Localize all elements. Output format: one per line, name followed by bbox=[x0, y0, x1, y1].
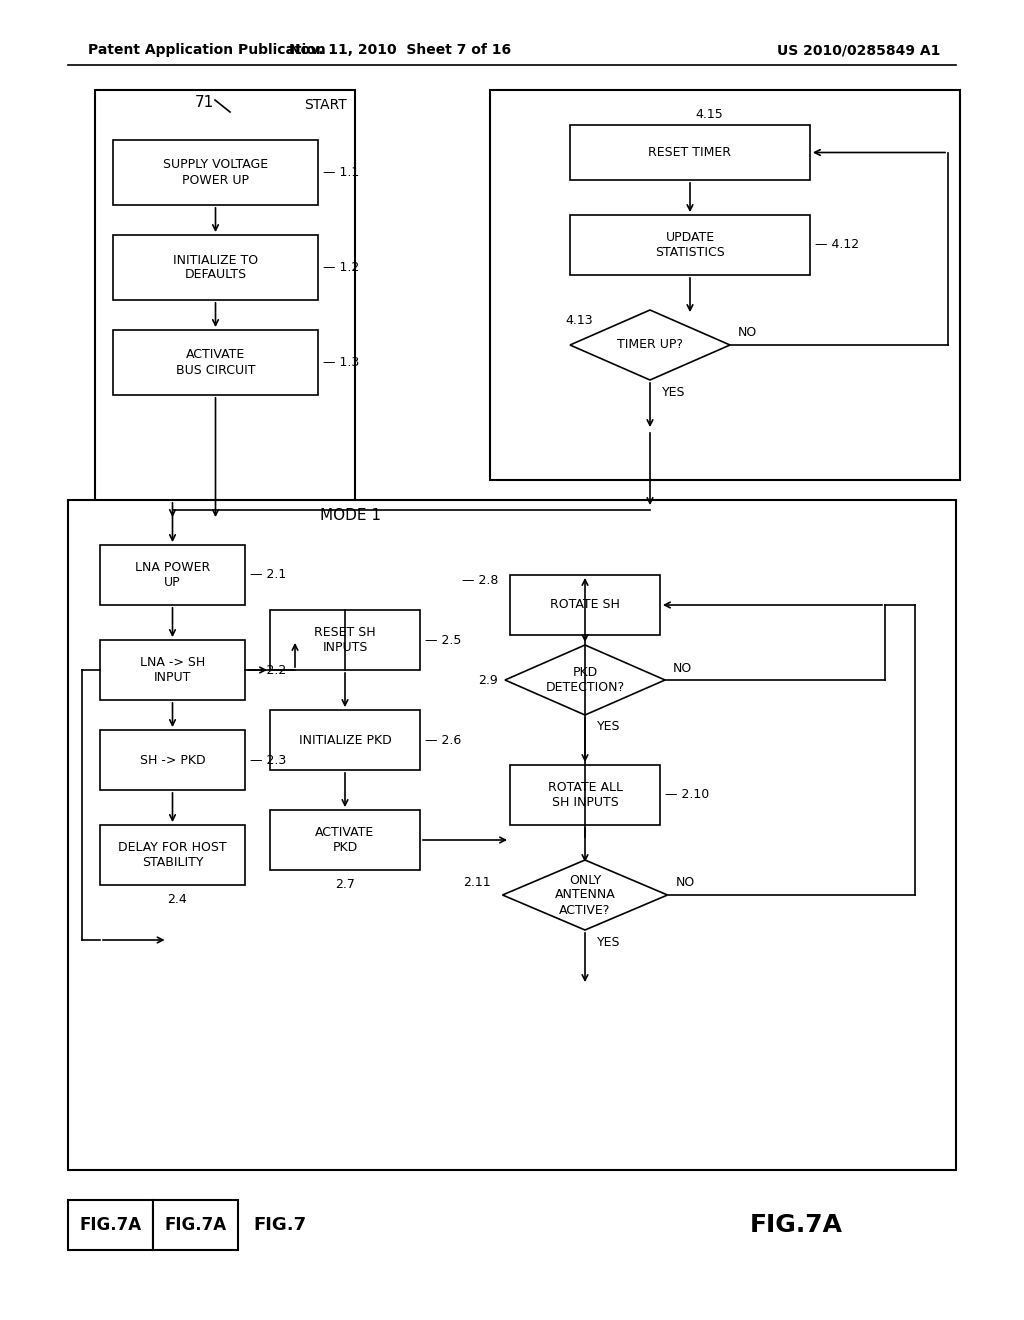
FancyBboxPatch shape bbox=[270, 710, 420, 770]
FancyBboxPatch shape bbox=[95, 90, 355, 510]
Text: ACTIVATE
PKD: ACTIVATE PKD bbox=[315, 826, 375, 854]
FancyBboxPatch shape bbox=[68, 1200, 153, 1250]
Text: DELAY FOR HOST
STABILITY: DELAY FOR HOST STABILITY bbox=[118, 841, 226, 869]
FancyBboxPatch shape bbox=[570, 215, 810, 275]
Text: FIG.7A: FIG.7A bbox=[80, 1216, 141, 1234]
Text: 2.7: 2.7 bbox=[335, 878, 355, 891]
Text: — 4.12: — 4.12 bbox=[815, 239, 859, 252]
Text: 2.4: 2.4 bbox=[168, 894, 187, 906]
FancyBboxPatch shape bbox=[100, 730, 245, 789]
Text: — 1.1: — 1.1 bbox=[323, 166, 359, 180]
Text: — 2.5: — 2.5 bbox=[425, 634, 462, 647]
Text: FIG.7: FIG.7 bbox=[253, 1216, 306, 1234]
Polygon shape bbox=[570, 310, 730, 380]
FancyBboxPatch shape bbox=[270, 810, 420, 870]
Text: UPDATE
STATISTICS: UPDATE STATISTICS bbox=[655, 231, 725, 259]
FancyBboxPatch shape bbox=[113, 140, 318, 205]
FancyBboxPatch shape bbox=[100, 545, 245, 605]
Text: — 2.8: — 2.8 bbox=[462, 573, 498, 586]
Text: SH -> PKD: SH -> PKD bbox=[139, 754, 206, 767]
FancyBboxPatch shape bbox=[113, 330, 318, 395]
Text: MODE 1: MODE 1 bbox=[319, 507, 381, 523]
Text: START: START bbox=[304, 98, 347, 112]
Text: — 2.3: — 2.3 bbox=[250, 754, 287, 767]
FancyBboxPatch shape bbox=[100, 640, 245, 700]
Text: FIG.7A: FIG.7A bbox=[750, 1213, 843, 1237]
Text: — 2.1: — 2.1 bbox=[250, 569, 287, 582]
Text: YES: YES bbox=[597, 936, 621, 949]
Text: — 2.2: — 2.2 bbox=[250, 664, 287, 676]
Text: NO: NO bbox=[676, 876, 694, 890]
FancyBboxPatch shape bbox=[270, 610, 420, 671]
Text: SUPPLY VOLTAGE
POWER UP: SUPPLY VOLTAGE POWER UP bbox=[163, 158, 268, 186]
Text: NO: NO bbox=[738, 326, 758, 339]
Text: RESET TIMER: RESET TIMER bbox=[648, 147, 731, 158]
Text: Nov. 11, 2010  Sheet 7 of 16: Nov. 11, 2010 Sheet 7 of 16 bbox=[289, 44, 511, 57]
Text: NO: NO bbox=[673, 661, 692, 675]
Text: ROTATE SH: ROTATE SH bbox=[550, 598, 620, 611]
FancyBboxPatch shape bbox=[570, 125, 810, 180]
Text: PKD
DETECTION?: PKD DETECTION? bbox=[546, 667, 625, 694]
Text: ROTATE ALL
SH INPUTS: ROTATE ALL SH INPUTS bbox=[548, 781, 623, 809]
Text: 71: 71 bbox=[195, 95, 214, 110]
Text: ACTIVATE
BUS CIRCUIT: ACTIVATE BUS CIRCUIT bbox=[176, 348, 255, 376]
Text: US 2010/0285849 A1: US 2010/0285849 A1 bbox=[776, 44, 940, 57]
Text: — 1.3: — 1.3 bbox=[323, 356, 359, 370]
Text: RESET SH
INPUTS: RESET SH INPUTS bbox=[314, 626, 376, 653]
Text: — 2.10: — 2.10 bbox=[665, 788, 710, 801]
FancyBboxPatch shape bbox=[113, 235, 318, 300]
FancyBboxPatch shape bbox=[68, 500, 956, 1170]
Polygon shape bbox=[503, 861, 668, 931]
Text: 2.9: 2.9 bbox=[478, 673, 498, 686]
Text: LNA POWER
UP: LNA POWER UP bbox=[135, 561, 210, 589]
FancyBboxPatch shape bbox=[510, 766, 660, 825]
Text: — 2.6: — 2.6 bbox=[425, 734, 461, 747]
Polygon shape bbox=[505, 645, 665, 715]
Text: 4.15: 4.15 bbox=[695, 108, 723, 121]
Text: LNA -> SH
INPUT: LNA -> SH INPUT bbox=[140, 656, 205, 684]
Text: Patent Application Publication: Patent Application Publication bbox=[88, 44, 326, 57]
Text: TIMER UP?: TIMER UP? bbox=[617, 338, 683, 351]
Text: 2.11: 2.11 bbox=[463, 876, 490, 890]
Text: YES: YES bbox=[597, 721, 621, 734]
Text: YES: YES bbox=[662, 385, 685, 399]
FancyBboxPatch shape bbox=[490, 90, 961, 480]
FancyBboxPatch shape bbox=[100, 825, 245, 884]
FancyBboxPatch shape bbox=[510, 576, 660, 635]
Text: INITIALIZE PKD: INITIALIZE PKD bbox=[299, 734, 391, 747]
Text: 4.13: 4.13 bbox=[565, 314, 593, 326]
Text: — 1.2: — 1.2 bbox=[323, 261, 359, 275]
FancyBboxPatch shape bbox=[153, 1200, 238, 1250]
Text: ONLY
ANTENNA
ACTIVE?: ONLY ANTENNA ACTIVE? bbox=[555, 874, 615, 916]
Text: INITIALIZE TO
DEFAULTS: INITIALIZE TO DEFAULTS bbox=[173, 253, 258, 281]
Text: FIG.7A: FIG.7A bbox=[165, 1216, 226, 1234]
